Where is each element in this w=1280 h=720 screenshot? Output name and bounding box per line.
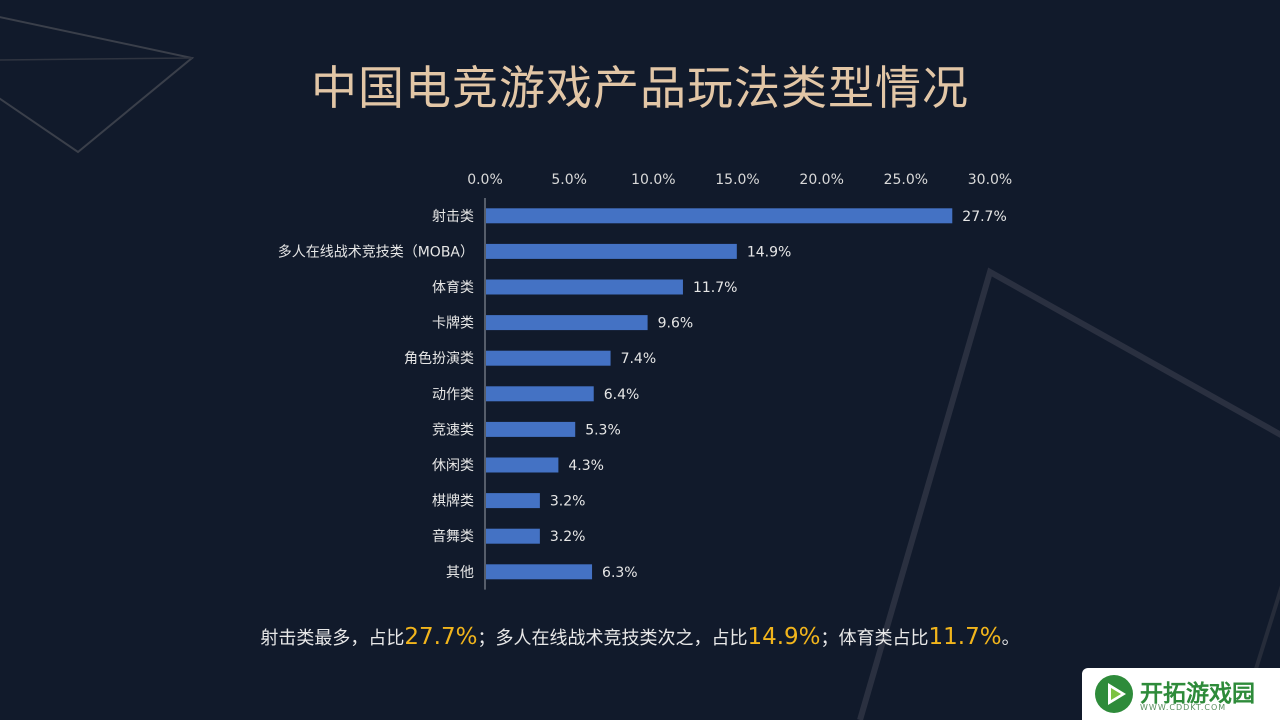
category-label: 体育类 [432,280,474,296]
bar [486,315,648,331]
watermark-url: WWW.CDDKT.COM [1140,703,1227,712]
category-label: 棋牌类 [432,493,474,510]
data-label: 27.7% [962,209,1006,225]
category-label: 休闲类 [432,458,474,474]
watermark-name: 开拓游戏园 [1140,681,1255,707]
category-label: 竞速类 [432,421,474,438]
bar [486,493,540,509]
data-label: 3.2% [550,494,586,510]
data-label: 14.9% [747,244,791,260]
data-label: 4.3% [568,458,604,474]
summary-part2: ；多人在线战术竞技类次之，占比 [477,628,748,649]
play-triangle-logo-icon [1095,675,1133,713]
x-tick-label: 20.0% [799,172,843,188]
category-label: 射击类 [432,209,474,225]
bar [486,457,559,473]
data-label: 5.3% [585,422,621,438]
bar [486,350,611,366]
bar [486,386,594,402]
bar [486,564,593,580]
category-label: 其他 [446,565,474,581]
page-title: 中国电竞游戏产品玩法类型情况 [311,61,969,115]
category-label: 多人在线战术竞技类（MOBA） [278,243,474,260]
summary-part3: ；体育类占比 [820,628,929,649]
data-label: 6.3% [602,565,638,581]
data-label: 9.6% [658,316,694,332]
bar [486,528,540,544]
bar [486,243,737,259]
summary-text: 射击类最多，占比27.7%；多人在线战术竞技类次之，占比14.9%；体育类占比1… [0,624,1280,650]
data-label: 11.7% [693,280,737,296]
category-label: 音舞类 [432,528,474,545]
x-tick-label: 15.0% [715,172,759,188]
x-tick-label: 5.0% [551,172,587,188]
x-tick-label: 0.0% [467,172,503,188]
summary-highlight-2: 14.9% [747,624,821,650]
bar [486,279,683,295]
bar [486,208,953,224]
data-label: 7.4% [621,351,657,367]
watermark-logo: 开拓游戏园 WWW.CDDKT.COM [1082,668,1280,720]
x-tick-label: 10.0% [631,172,675,188]
summary-highlight-3: 11.7% [928,624,1002,650]
summary-part1: 射击类最多，占比 [260,628,405,649]
category-label: 卡牌类 [432,315,474,332]
data-label: 6.4% [604,387,640,403]
x-tick-label: 25.0% [884,172,928,188]
category-label: 动作类 [432,387,474,403]
category-label: 角色扮演类 [404,350,474,367]
summary-part4: 。 [1001,628,1020,649]
summary-highlight-1: 27.7% [404,624,478,650]
x-tick-label: 30.0% [968,172,1012,188]
data-label: 3.2% [550,529,586,545]
bar [486,421,576,437]
